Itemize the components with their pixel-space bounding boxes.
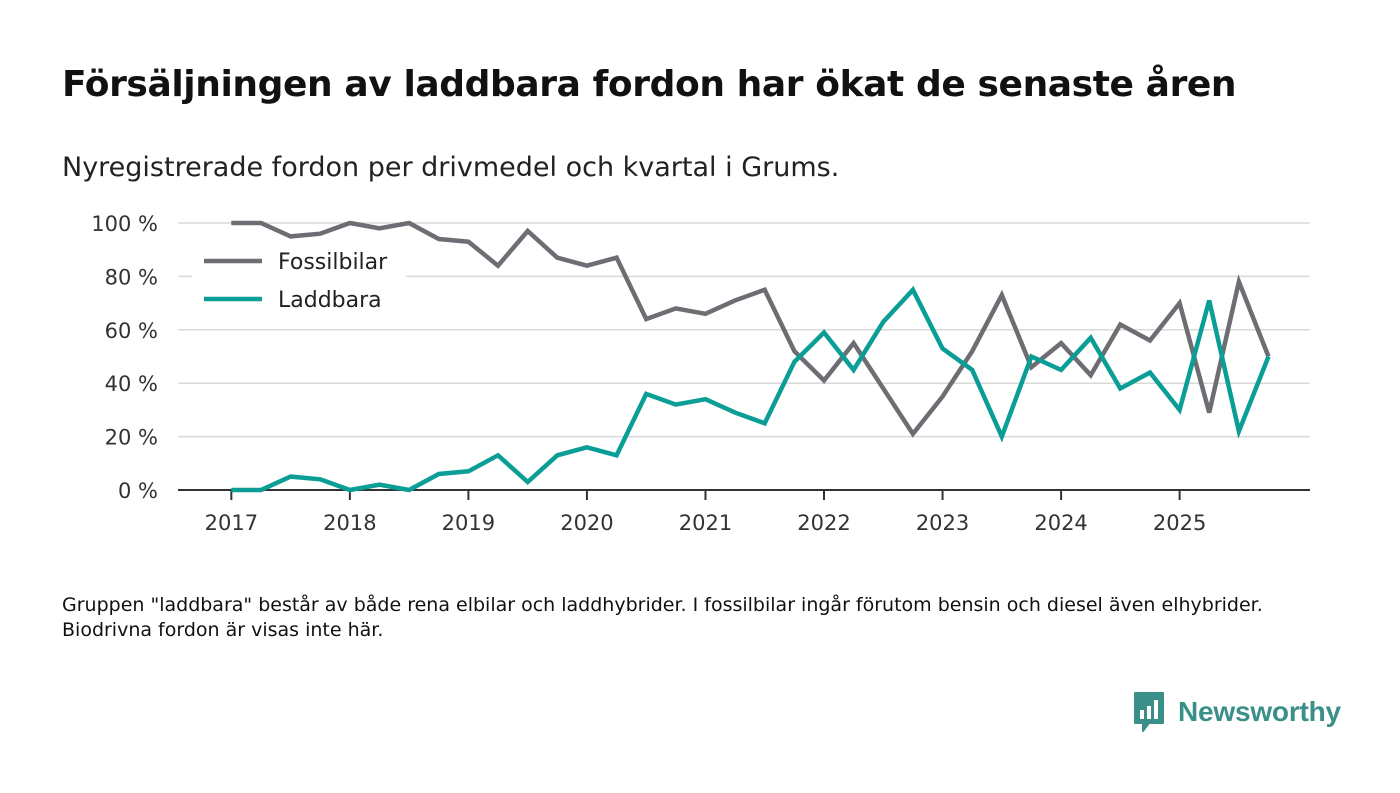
y-tick-label: 100 % (91, 212, 158, 236)
chart-subtitle: Nyregistrerade fordon per drivmedel och … (62, 152, 840, 183)
legend-label-fossilbilar: Fossilbilar (278, 250, 388, 275)
x-tick-label: 2018 (323, 511, 376, 535)
series-line-laddbara (231, 285, 1271, 493)
axes: 0 % 20 % 40 % 60 % 80 % 100 % 2017 2018 2019 2020… (91, 212, 1310, 535)
x-tick-label: 2024 (1034, 511, 1087, 535)
chart-title: Försäljningen av laddbara fordon har öka… (62, 64, 1237, 105)
series-line-fossilbilar (231, 220, 1271, 438)
legend: Fossilbilar Laddbara (192, 240, 406, 320)
x-tick-label: 2020 (560, 511, 613, 535)
x-tick-label: 2023 (916, 511, 969, 535)
legend-background (192, 240, 406, 320)
x-tick-label: 2019 (442, 511, 495, 535)
legend-label-laddbara: Laddbara (278, 288, 382, 313)
series-lines (231, 220, 1271, 493)
footnote: Gruppen "laddbara" består av både rena e… (62, 594, 1263, 641)
y-tick-label: 40 % (105, 372, 158, 396)
x-tick-label: 2017 (205, 511, 258, 535)
x-tick-label: 2022 (797, 511, 850, 535)
x-tick-label: 2025 (1153, 511, 1206, 535)
y-tick-label: 20 % (105, 426, 158, 450)
y-tick-label: 80 % (105, 265, 158, 289)
y-tick-label: 0 % (118, 479, 158, 503)
brand-name: Newsworthy (1178, 696, 1341, 727)
newsworthy-logo: Newsworthy (1132, 690, 1341, 734)
x-tick-label: 2021 (679, 511, 732, 535)
line-chart: 0 % 20 % 40 % 60 % 80 % 100 % 2017 2018 2019 2020… (91, 212, 1310, 535)
newsworthy-logo-icon (1134, 692, 1164, 732)
y-tick-label: 60 % (105, 319, 158, 343)
